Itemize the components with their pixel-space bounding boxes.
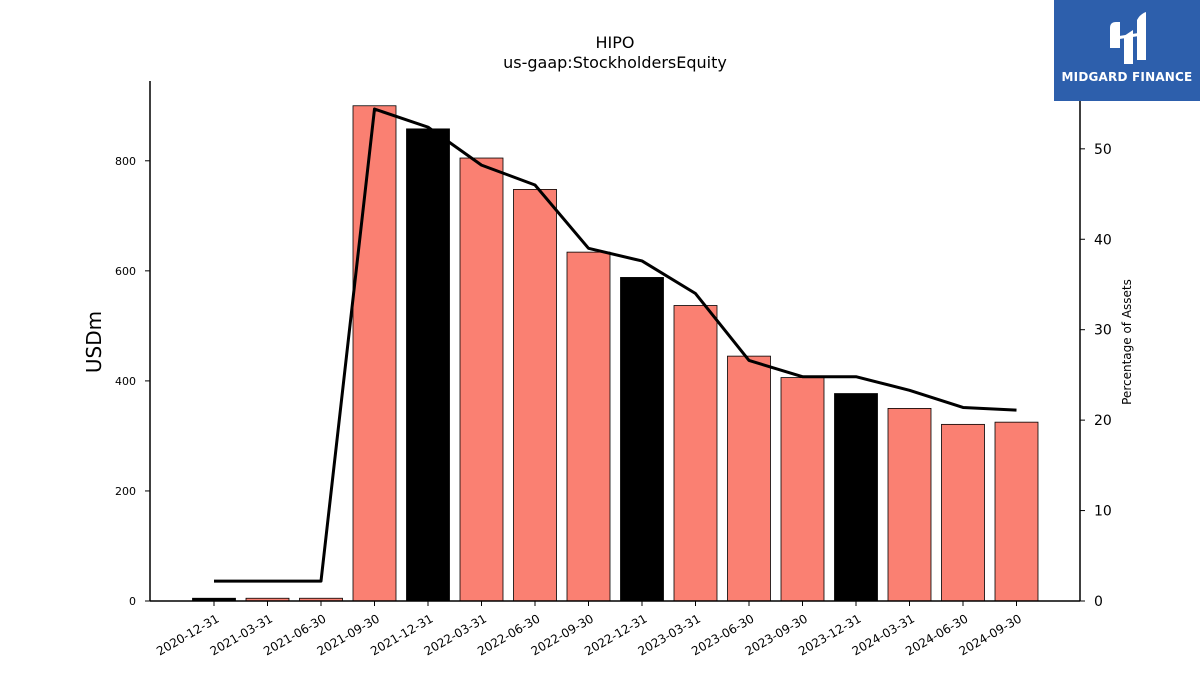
bar-2022-09-30	[566, 251, 611, 602]
y2-tick-label: 50	[1094, 142, 1112, 158]
bar-2022-12-31	[620, 277, 664, 602]
y2-tick-label: 30	[1094, 323, 1112, 339]
y-axis-label: USDm	[82, 311, 106, 373]
bar-2021-12-31	[406, 128, 450, 602]
bars-layer	[192, 105, 1039, 602]
bar-2023-03-31	[673, 305, 718, 602]
chart-subtitle: us-gaap:StockholdersEquity	[503, 53, 727, 72]
bar-2021-09-30	[352, 105, 397, 602]
y-tick-label: 400	[115, 375, 136, 388]
bar-2023-06-30	[727, 355, 771, 602]
pct-assets-line	[214, 107, 1017, 583]
y2-tick-label: 10	[1094, 504, 1112, 520]
bar-2024-06-30	[941, 423, 985, 602]
y-tick-label: 0	[129, 595, 136, 608]
y2-tick-label: 40	[1094, 232, 1112, 248]
y2-tick-label: 0	[1094, 594, 1103, 610]
midgard-finance-logo: MIDGARD FINANCE	[1054, 0, 1200, 101]
bar-2024-03-31	[887, 408, 932, 602]
y2-tick-label: 20	[1094, 413, 1112, 429]
logo-text: MIDGARD FINANCE	[1061, 70, 1193, 84]
bar-2024-09-30	[994, 421, 1039, 602]
logo-mark-icon	[1110, 12, 1146, 64]
chart-title: HIPO	[596, 33, 635, 52]
bar-2022-06-30	[513, 189, 557, 602]
y-tick-label: 200	[115, 485, 136, 498]
bar-2023-12-31	[834, 393, 878, 602]
bar-2023-09-30	[780, 377, 825, 602]
y-tick-label: 800	[115, 155, 136, 168]
y-tick-label: 600	[115, 265, 136, 278]
line-layer	[214, 107, 1017, 583]
bar-2022-03-31	[459, 157, 504, 602]
y2-axis-label: Percentage of Assets	[1120, 279, 1134, 405]
